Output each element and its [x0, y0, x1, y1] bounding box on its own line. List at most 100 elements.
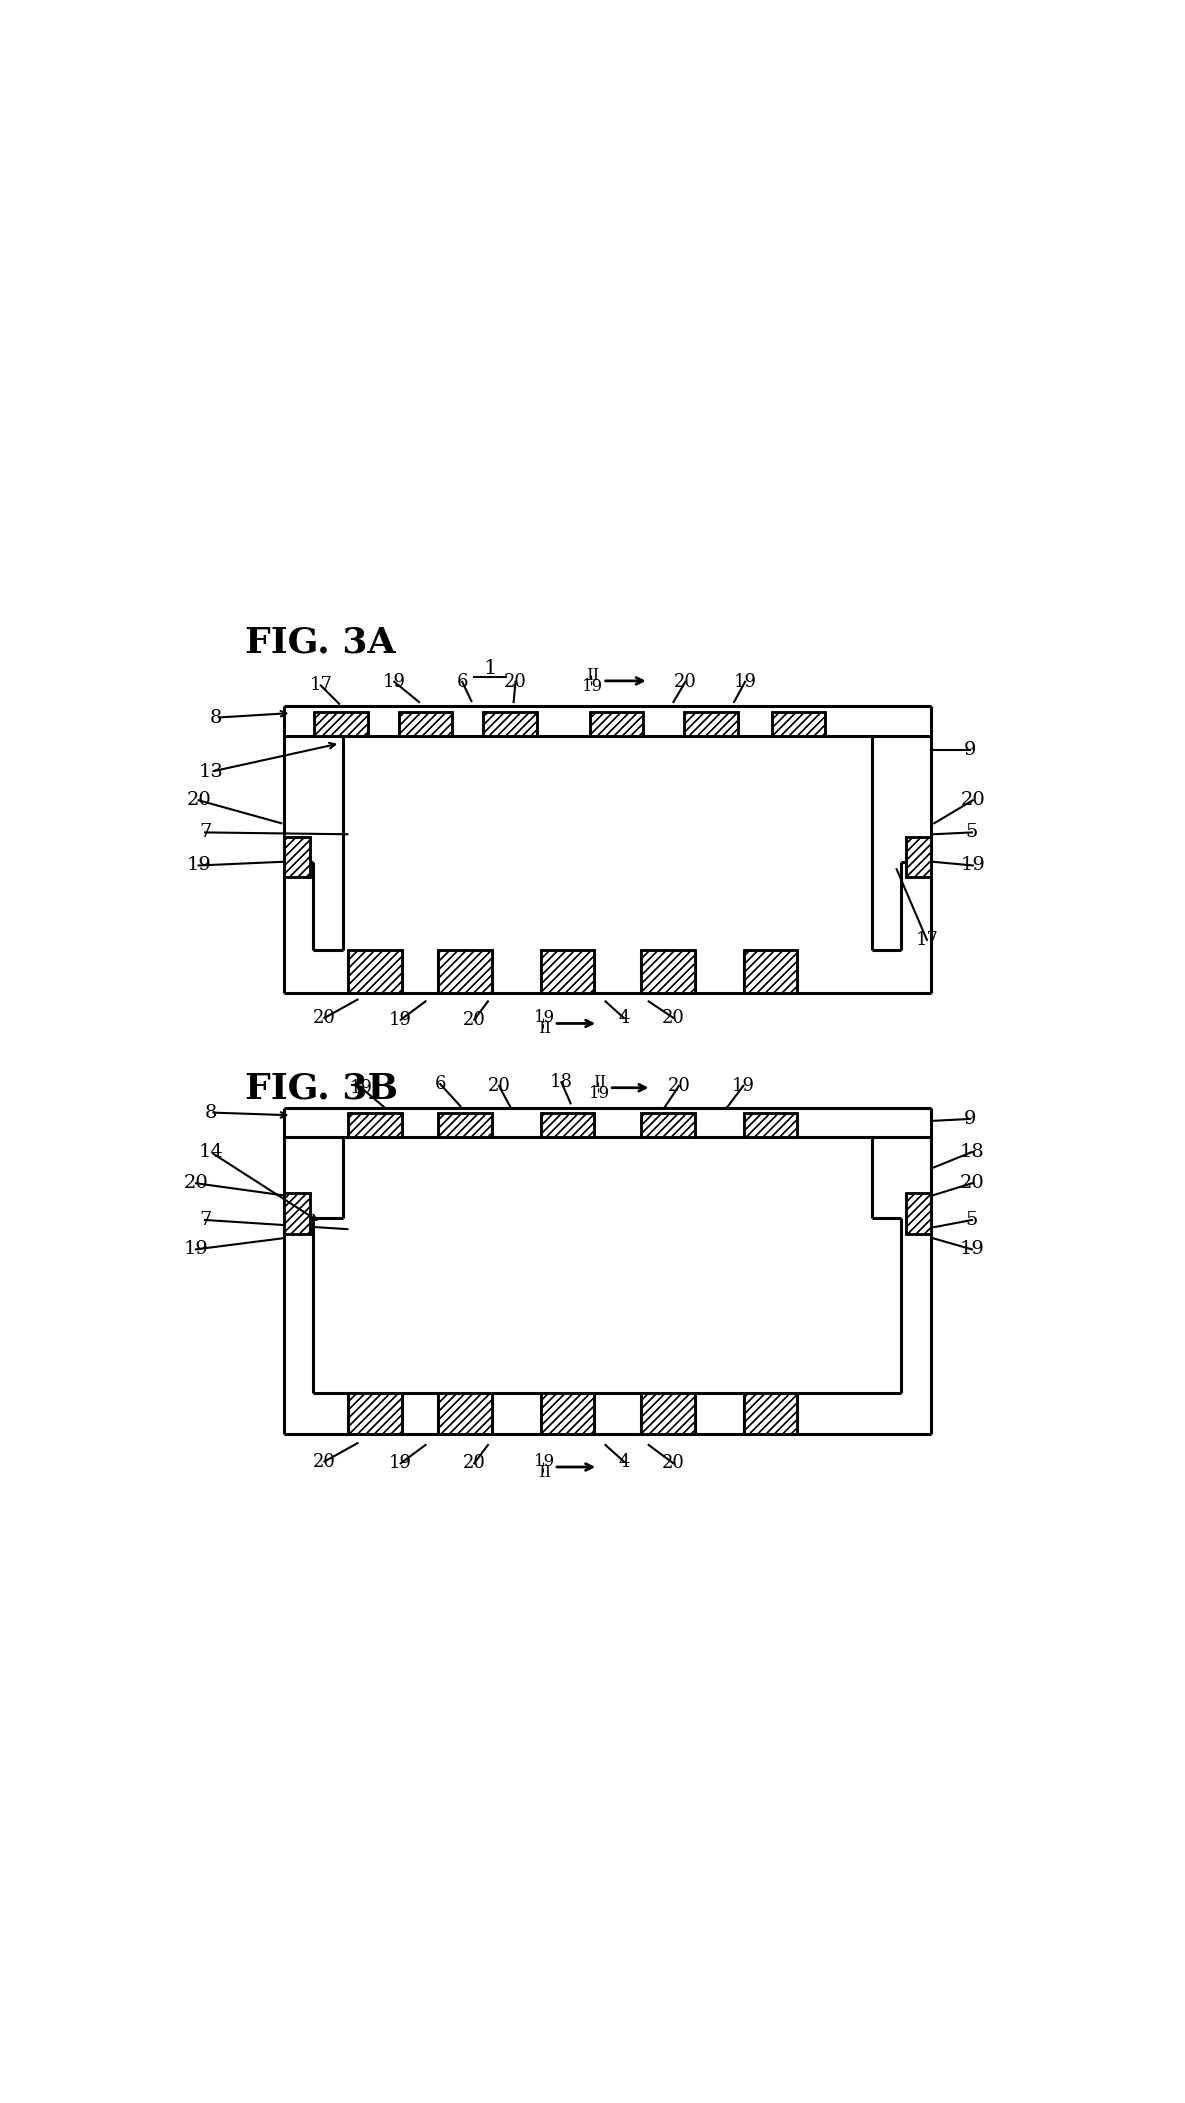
Bar: [314, 713, 367, 736]
Bar: [590, 713, 643, 736]
Bar: [284, 1192, 309, 1234]
Bar: [641, 1392, 694, 1434]
Text: 19: 19: [589, 1085, 610, 1102]
Text: 19: 19: [186, 856, 211, 875]
Bar: [542, 1112, 595, 1138]
Text: 19: 19: [734, 673, 756, 690]
Bar: [641, 1112, 694, 1138]
Bar: [284, 1192, 309, 1234]
Bar: [284, 1192, 309, 1234]
Text: 19: 19: [960, 1241, 985, 1258]
Bar: [590, 713, 643, 736]
Text: 20: 20: [662, 1455, 685, 1472]
Bar: [771, 713, 825, 736]
Bar: [542, 1392, 595, 1434]
Text: 19: 19: [389, 1012, 412, 1028]
Bar: [641, 1112, 694, 1138]
Bar: [348, 1392, 402, 1434]
Bar: [771, 713, 825, 736]
Bar: [744, 1392, 798, 1434]
Text: 20: 20: [961, 791, 985, 810]
Bar: [685, 713, 738, 736]
Bar: [284, 1392, 931, 1434]
Text: II: II: [594, 1075, 607, 1091]
Bar: [438, 951, 492, 993]
Bar: [905, 837, 931, 877]
Text: 19: 19: [731, 1077, 755, 1096]
Bar: [542, 1112, 595, 1138]
Bar: [284, 1108, 931, 1434]
Bar: [905, 1192, 931, 1234]
Bar: [438, 951, 492, 993]
Text: FIG. 3A: FIG. 3A: [244, 627, 395, 660]
Bar: [483, 713, 537, 736]
Text: 20: 20: [313, 1453, 335, 1470]
Bar: [438, 1112, 492, 1138]
Bar: [744, 1112, 798, 1138]
Text: 14: 14: [198, 1144, 223, 1161]
Bar: [641, 1392, 694, 1434]
Text: 6: 6: [456, 673, 468, 690]
Text: 19: 19: [534, 1453, 556, 1470]
Bar: [399, 713, 453, 736]
Text: 4: 4: [619, 1453, 629, 1470]
Text: 9: 9: [963, 740, 976, 759]
Bar: [438, 1392, 492, 1434]
Bar: [284, 837, 309, 877]
Bar: [744, 951, 798, 993]
Bar: [348, 1112, 402, 1138]
Bar: [542, 1392, 595, 1434]
Bar: [744, 1112, 798, 1138]
Bar: [905, 1192, 931, 1234]
Text: 20: 20: [186, 791, 211, 810]
Bar: [590, 713, 643, 736]
Bar: [348, 1392, 402, 1434]
Bar: [641, 951, 694, 993]
Bar: [744, 1392, 798, 1434]
Text: 7: 7: [199, 824, 211, 841]
Bar: [641, 951, 694, 993]
Bar: [542, 951, 595, 993]
Bar: [348, 951, 402, 993]
Text: 8: 8: [204, 1104, 217, 1121]
Bar: [284, 951, 931, 993]
Bar: [348, 951, 402, 993]
Text: 20: 20: [667, 1077, 691, 1096]
Bar: [542, 1112, 595, 1138]
Text: 19: 19: [534, 1009, 556, 1026]
Text: 19: 19: [184, 1241, 209, 1258]
Text: 19: 19: [582, 677, 603, 694]
Bar: [685, 713, 738, 736]
Bar: [744, 951, 798, 993]
Text: 20: 20: [462, 1012, 486, 1028]
Bar: [744, 1112, 798, 1138]
Text: 5: 5: [966, 824, 978, 841]
Bar: [438, 1392, 492, 1434]
Text: 20: 20: [487, 1077, 511, 1096]
Bar: [348, 1112, 402, 1138]
Bar: [314, 713, 367, 736]
Text: 19: 19: [960, 856, 985, 875]
Bar: [542, 951, 595, 993]
Text: 20: 20: [462, 1455, 486, 1472]
Text: 20: 20: [674, 673, 697, 690]
Text: 20: 20: [960, 1173, 985, 1192]
Text: 8: 8: [210, 709, 223, 728]
Bar: [771, 713, 825, 736]
Text: 20: 20: [662, 1009, 685, 1026]
Text: 19: 19: [350, 1079, 373, 1098]
Bar: [399, 713, 453, 736]
Text: 7: 7: [199, 1211, 211, 1228]
Text: 1: 1: [483, 660, 497, 679]
Bar: [483, 713, 537, 736]
Bar: [284, 837, 309, 877]
Bar: [905, 1192, 931, 1234]
Text: II: II: [538, 1020, 551, 1037]
Bar: [438, 951, 492, 993]
Bar: [542, 951, 595, 993]
Text: 9: 9: [963, 1110, 976, 1127]
Bar: [483, 713, 537, 736]
Text: 19: 19: [389, 1455, 412, 1472]
Text: 18: 18: [550, 1073, 572, 1091]
Bar: [438, 1112, 492, 1138]
